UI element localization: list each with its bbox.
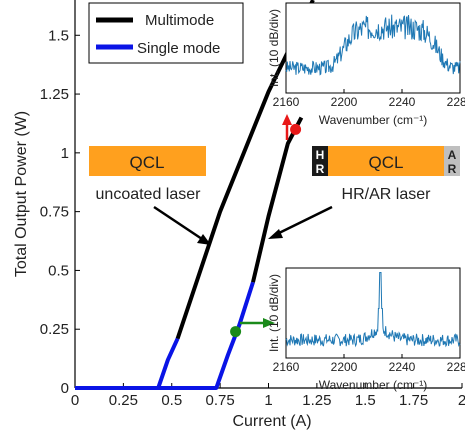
- inset-bottom-ylabel: Int. (10 dB/div): [267, 274, 281, 352]
- annotation-uncoated-laser: uncoated laser: [96, 186, 202, 203]
- y-axis-title: Total Output Power (W): [13, 111, 30, 277]
- inset-tick-label: 2280: [447, 360, 465, 374]
- annotation-hrar-laser: HR/AR laser: [342, 186, 432, 203]
- series-line-hrar-multimode: [251, 116, 304, 283]
- x-tick-label: 1: [264, 392, 272, 409]
- inset-top-xlabel: Wavenumber (cm⁻¹): [319, 113, 428, 127]
- qcl-box-uncoated: [89, 146, 206, 176]
- legend-label-single-mode: Single mode: [137, 40, 220, 57]
- inset-top-ticks: 2160 2200 2240 2280: [273, 89, 465, 109]
- inset-bottom-xlabel: Wavenumber (cm⁻¹): [319, 378, 428, 392]
- series-line-hrar-single-mode: [75, 281, 255, 390]
- marker-point: [290, 123, 302, 135]
- x-axis-title: Current (A): [232, 413, 311, 430]
- inset-tick-label: 2200: [331, 95, 358, 109]
- qcl-label-hrar: QCL: [369, 153, 404, 172]
- x-tick-label: 0.25: [109, 392, 138, 409]
- arrow-hrar: [276, 205, 333, 236]
- inset-tick-label: 2280: [447, 95, 465, 109]
- y-tick-label: 0.25: [40, 321, 69, 338]
- x-ticks: 0 0.25 0.5 0.75 1 1.25 1.5 1.75 2: [71, 383, 465, 409]
- inset-tick-label: 2160: [273, 95, 300, 109]
- x-tick-label: 0: [71, 392, 79, 409]
- qcl-label-uncoated: QCL: [130, 153, 165, 172]
- markers-group: [230, 123, 302, 338]
- inset-bottom-frame: [285, 267, 461, 359]
- inset-tick-label: 2200: [331, 360, 358, 374]
- ar-letter-a: A: [448, 148, 457, 162]
- inset-bottom: 2160 2200 2240 2280 Wavenumber (cm⁻¹) Int. …: [267, 267, 465, 392]
- inset-tick-label: 2240: [389, 360, 416, 374]
- x-tick-label: 0.75: [206, 392, 235, 409]
- inset-tick-label: 2160: [273, 360, 300, 374]
- inset-bottom-spectrum: [285, 272, 461, 348]
- y-tick-label: 1.5: [48, 27, 69, 44]
- y-tick-label: 1.25: [40, 86, 69, 103]
- ar-letter-r: R: [448, 162, 457, 176]
- inset-top: 2160 2200 2240 2280 Wavenumber (cm⁻¹) Int. …: [267, 2, 465, 127]
- ar-block: [444, 146, 460, 176]
- legend: Multimode Single mode: [88, 2, 244, 64]
- x-tick-label: 2: [458, 392, 465, 409]
- x-tick-label: 1.25: [302, 392, 331, 409]
- green-arrow-head: [263, 318, 275, 328]
- inset-bottom-ticks: 2160 2200 2240 2280: [273, 354, 465, 374]
- marker-point: [230, 326, 242, 338]
- hr-block: [312, 146, 328, 176]
- uncoated-qcl-schematic: QCL uncoated laser: [89, 146, 211, 245]
- x-tick-label: 0.5: [161, 392, 182, 409]
- inset-top-spectrum: [285, 14, 461, 76]
- inset-top-ylabel: Int. (10 dB/div): [267, 9, 281, 87]
- legend-box: [88, 2, 244, 64]
- inset-tick-label: 2240: [389, 95, 416, 109]
- y-tick-label: 0.5: [48, 262, 69, 279]
- hrar-qcl-schematic: H R QCL A R HR/AR laser: [268, 146, 460, 239]
- y-tick-label: 1: [61, 145, 69, 162]
- y-ticks: 0 0.25 0.5 0.75 1 1.25 1.5: [40, 27, 80, 397]
- y-tick-label: 0.75: [40, 204, 69, 221]
- red-arrow-head: [282, 114, 292, 125]
- y-tick-label: 0: [61, 380, 69, 397]
- arrow-uncoated: [153, 205, 206, 243]
- qcl-box-hrar: [328, 146, 444, 176]
- legend-label-multimode: Multimode: [145, 12, 214, 29]
- hr-letter-r: R: [316, 162, 325, 176]
- arrowhead-uncoated: [197, 234, 211, 245]
- hr-letter-h: H: [316, 148, 325, 162]
- x-tick-label: 1.5: [355, 392, 376, 409]
- arrowhead-hrar: [268, 229, 283, 239]
- plot-area: 0 0.25 0.5 0.75 1 1.25 1.5 0 0.25 0.5 0.75 1 1.25 1.…: [13, 0, 465, 430]
- series-line-uncoated-single-mode: [75, 337, 180, 390]
- x-tick-label: 1.75: [399, 392, 428, 409]
